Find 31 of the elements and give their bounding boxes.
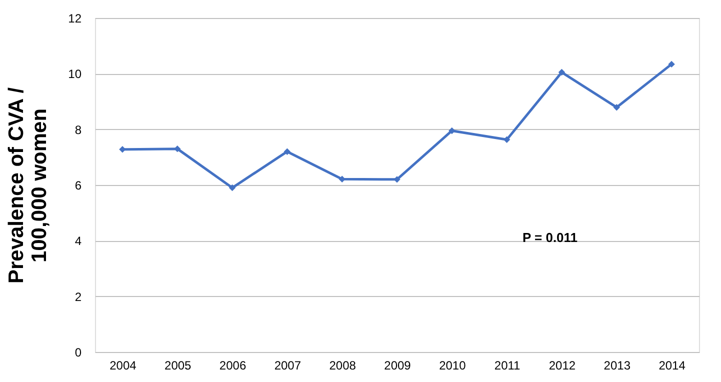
point <box>174 145 181 152</box>
x-tick-label: 2014 <box>658 358 686 372</box>
point <box>338 176 346 183</box>
point <box>119 146 126 153</box>
point <box>228 184 236 192</box>
y-tick-label: 12 <box>68 12 82 26</box>
x-tick-label: 2010 <box>439 358 466 372</box>
y-tick-label: 8 <box>74 122 82 137</box>
y-tick-label: 2 <box>74 290 82 304</box>
y-tick-label: 0 <box>74 346 82 360</box>
x-tick-label: 2006 <box>219 358 246 372</box>
point <box>503 136 510 143</box>
point <box>394 176 400 183</box>
y-tick-label: 4 <box>74 234 82 248</box>
x-tick-label: 2004 <box>110 358 137 372</box>
annotation: P = 0.011 <box>522 230 578 245</box>
y-axis-title: Prevalence of CVA / 100,000 women <box>5 87 52 284</box>
point <box>284 148 291 155</box>
point <box>448 127 456 134</box>
x-tick-label: 2009 <box>384 358 412 372</box>
x-tick-label: 2008 <box>329 358 356 372</box>
point <box>613 104 620 111</box>
y-tick-label: 6 <box>74 178 82 192</box>
point <box>668 60 675 68</box>
x-tick-label: 2005 <box>164 358 192 372</box>
y-tick-label: 10 <box>68 67 82 82</box>
x-tick-label: 2012 <box>548 358 576 372</box>
point <box>558 68 566 76</box>
x-tick-label: 2013 <box>604 358 631 372</box>
x-tick-label: 2007 <box>274 358 302 372</box>
x-tick-label: 2011 <box>494 358 521 372</box>
